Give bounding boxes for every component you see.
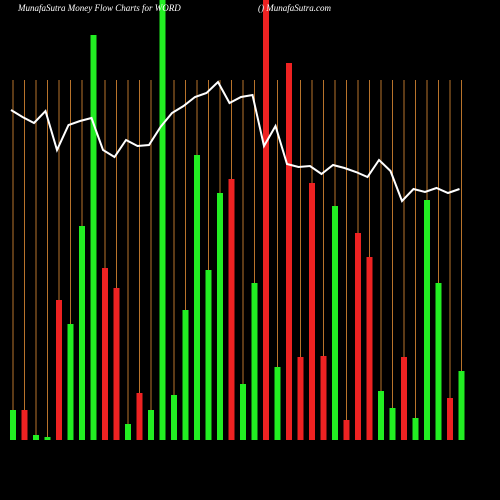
bar (343, 420, 350, 440)
bar (424, 200, 430, 440)
bar (56, 300, 62, 440)
bar (251, 283, 258, 440)
bar (10, 410, 16, 440)
bar (355, 233, 361, 440)
bar (21, 410, 28, 440)
bar (435, 283, 442, 440)
bar (401, 357, 407, 440)
bar (378, 391, 384, 440)
bar (159, 0, 166, 440)
money-flow-line (10, 80, 460, 203)
bar (205, 270, 212, 440)
bar (33, 435, 39, 440)
bar (194, 155, 200, 440)
bar (79, 226, 85, 440)
bar (228, 179, 235, 440)
bar (320, 356, 327, 440)
chart-subtitle: () MunafaSutra.com (258, 3, 331, 13)
bar (102, 268, 108, 440)
bar (309, 183, 315, 440)
bar (90, 35, 97, 440)
bar (240, 384, 246, 440)
bar (217, 193, 223, 440)
bar (44, 437, 51, 440)
chart-title: MunafaSutra Money Flow Charts for WORD (17, 3, 181, 13)
bar (67, 324, 74, 440)
bar (332, 206, 338, 440)
bar (125, 424, 131, 440)
bar (389, 408, 396, 440)
bar (148, 410, 154, 440)
bar (447, 398, 453, 440)
bar (171, 395, 177, 440)
bar (263, 0, 269, 440)
bar (182, 310, 189, 440)
bar (113, 288, 120, 440)
bar (274, 367, 281, 440)
bar (458, 371, 465, 440)
bar (412, 418, 419, 440)
bar (297, 357, 304, 440)
bar (366, 257, 373, 440)
bar (286, 63, 292, 440)
bar (136, 393, 143, 440)
